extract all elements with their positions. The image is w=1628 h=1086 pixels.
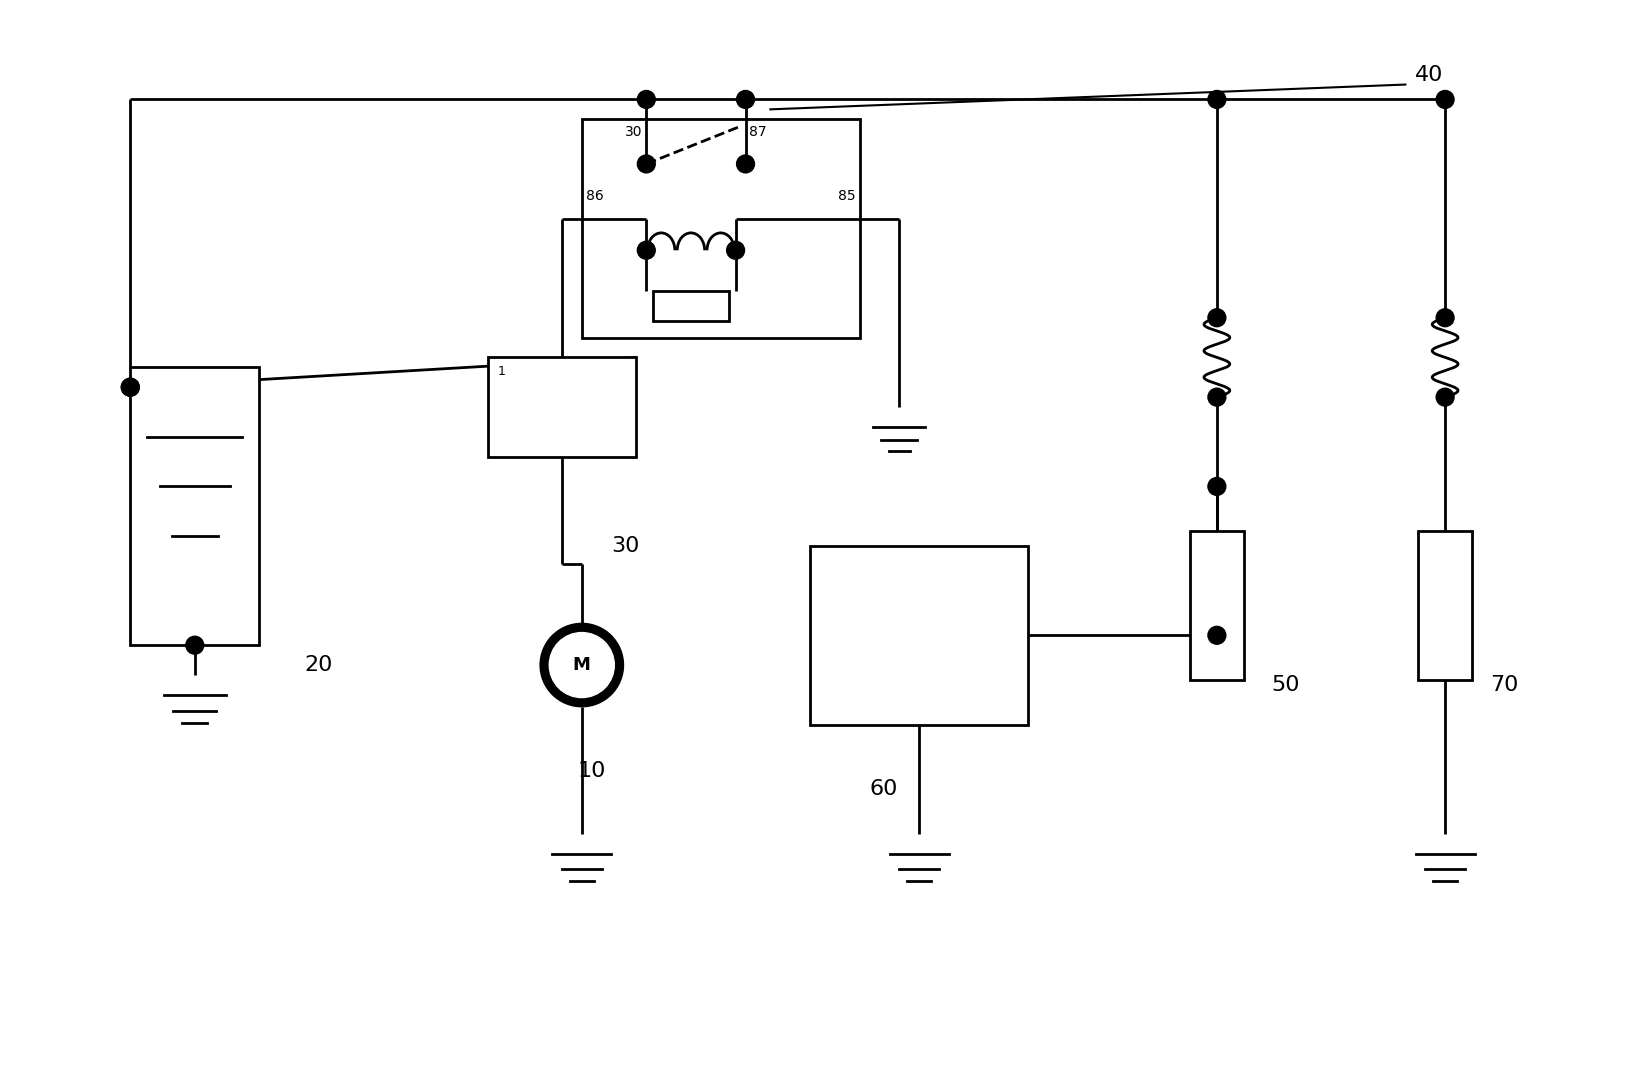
Bar	[130, 367, 259, 645]
Text: 85: 85	[838, 189, 856, 203]
Circle shape	[540, 623, 624, 707]
Bar	[811, 546, 1029, 724]
Text: 1: 1	[498, 365, 505, 378]
Circle shape	[736, 90, 754, 109]
Bar	[1190, 531, 1244, 680]
Circle shape	[122, 378, 140, 396]
Circle shape	[1208, 308, 1226, 327]
Circle shape	[1208, 90, 1226, 109]
Bar	[487, 357, 637, 457]
Circle shape	[186, 636, 204, 654]
Text: 60: 60	[869, 779, 899, 799]
Text: 30: 30	[625, 125, 643, 139]
Text: 86: 86	[586, 189, 604, 203]
Text: 30: 30	[612, 536, 640, 556]
Bar	[1418, 531, 1472, 680]
Circle shape	[1436, 388, 1454, 406]
Circle shape	[736, 155, 754, 173]
Text: M: M	[573, 656, 591, 674]
Text: 20: 20	[304, 655, 332, 675]
Circle shape	[726, 241, 744, 260]
Text: 40: 40	[1415, 64, 1444, 85]
Circle shape	[1436, 90, 1454, 109]
Circle shape	[122, 378, 140, 396]
Circle shape	[1436, 308, 1454, 327]
Circle shape	[638, 155, 654, 173]
Circle shape	[549, 632, 614, 697]
Text: 87: 87	[749, 125, 767, 139]
Text: 10: 10	[578, 761, 606, 781]
Circle shape	[1208, 478, 1226, 495]
Bar	[653, 291, 729, 320]
Circle shape	[638, 90, 654, 109]
Text: 70: 70	[1490, 675, 1519, 695]
Bar	[581, 119, 860, 338]
Text: 50: 50	[1271, 675, 1301, 695]
Circle shape	[1208, 388, 1226, 406]
Circle shape	[1208, 627, 1226, 644]
Circle shape	[638, 241, 654, 260]
